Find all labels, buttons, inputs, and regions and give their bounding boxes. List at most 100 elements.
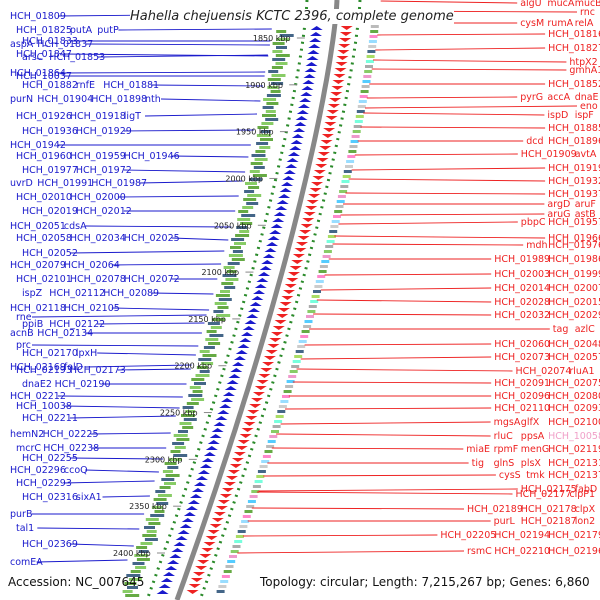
kbp-tick-label: 1900 kbp [245, 81, 283, 90]
plus-strand-gene [333, 74, 346, 78]
feature-block [209, 334, 224, 337]
feature-block [369, 35, 378, 38]
feature-block [254, 158, 268, 161]
connector-line [366, 96, 518, 99]
minus-strand-gene [195, 476, 208, 480]
plus-strand-gene [308, 194, 321, 198]
connector-line [123, 169, 246, 173]
left-gene-label: HCH_02193 [16, 365, 72, 376]
feature-block [263, 98, 277, 101]
right-gene-label: HCH_01885 [548, 123, 600, 134]
minus-strand-gene [301, 86, 314, 90]
connector-line [334, 235, 546, 239]
connector-line [284, 407, 492, 410]
feature-block [162, 470, 173, 473]
left-gene-label: HCH_10037 [16, 71, 72, 82]
right-gene-label: HCH_02015 [548, 297, 600, 308]
minus-strand-gene [173, 542, 186, 546]
right-gene-label: HCH_02060 [494, 339, 550, 350]
connector-line [85, 225, 232, 228]
feature-block [339, 190, 348, 193]
feature-block [266, 94, 281, 97]
feature-block [265, 110, 276, 113]
plus-strand-gene [283, 290, 296, 294]
minus-strand-gene [303, 74, 316, 78]
minus-strand-gene [293, 128, 306, 132]
connector-line [111, 307, 210, 311]
left-gene-label: HCH_01987 [91, 178, 147, 189]
feature-block [272, 425, 281, 428]
feature-block [251, 154, 266, 157]
feature-block [195, 374, 210, 377]
feature-block [214, 302, 227, 305]
feature-block [164, 462, 177, 465]
minus-strand-gene [286, 158, 299, 162]
feature-block [336, 200, 345, 203]
connector-line [363, 112, 545, 116]
feature-block [261, 460, 270, 463]
right-gene-label: HCH_01986 [548, 254, 600, 265]
plus-strand-gene [288, 272, 301, 276]
connector-line [251, 507, 465, 510]
right-gene-label: clpP1 [569, 489, 595, 500]
left-gene-label: HCH_01881 [103, 80, 159, 91]
minus-strand-gene [296, 110, 309, 114]
left-gene-label: HCH_01837 [37, 39, 93, 50]
minus-strand-gene [156, 590, 169, 594]
feature-block [288, 375, 297, 378]
right-gene-label: HCH_02091 [494, 378, 550, 389]
left-gene-label: HCH_01882 [22, 80, 78, 91]
feature-block [259, 146, 271, 149]
connector-line [85, 43, 270, 46]
plus-strand-gene [323, 128, 336, 132]
feature-block [333, 215, 341, 218]
plus-strand-gene [324, 122, 337, 126]
plus-strand-gene [262, 362, 275, 366]
plus-strand-gene [233, 452, 246, 456]
connector-line [90, 432, 171, 435]
feature-block [279, 34, 294, 37]
plus-strand-gene [303, 212, 316, 216]
plus-strand-gene [312, 176, 325, 180]
right-gene-label: HCH_02137 [548, 470, 600, 481]
left-gene-label: HCH_02293 [16, 478, 72, 489]
connector-line [85, 469, 159, 473]
feature-block [368, 45, 377, 48]
right-gene-label: htpX2 [569, 57, 597, 68]
feature-block [157, 494, 172, 497]
left-gene-label: ccoQ [64, 465, 88, 476]
feature-block [286, 380, 295, 383]
right-gene-label: HCH_01989 [494, 254, 550, 265]
right-gene-label: tag [553, 324, 569, 335]
feature-block [134, 554, 149, 557]
topology-text: Topology: circular; Length: 7,215,267 bp… [260, 575, 590, 589]
feature-block [165, 474, 180, 477]
feature-block [253, 166, 265, 169]
right-gene-label: ppsA [521, 431, 545, 442]
plus-strand-gene [302, 218, 315, 222]
connector-line [313, 313, 492, 316]
plus-strand-gene [269, 338, 282, 342]
left-gene-label: nth [145, 94, 161, 105]
plus-strand-gene [263, 356, 276, 360]
right-gene-label: HCH_02179 [548, 530, 600, 541]
minus-strand-gene [209, 434, 222, 438]
feature-block [256, 142, 269, 145]
feature-block [272, 50, 283, 53]
plus-strand-gene [329, 98, 342, 102]
right-gene-label: fabD [575, 484, 598, 495]
feature-block [240, 222, 253, 225]
right-gene-label: HCH_02080 [548, 391, 600, 402]
feature-block [144, 538, 158, 541]
feature-block [164, 482, 176, 485]
connector-line [300, 356, 492, 360]
feature-block [122, 590, 133, 593]
feature-block [366, 55, 375, 58]
left-gene-label: HCH_01929 [76, 126, 132, 137]
minus-strand-gene [183, 512, 196, 516]
minus-strand-gene [309, 32, 322, 36]
feature-block [311, 295, 320, 298]
plus-strand-gene [284, 284, 297, 288]
plus-strand-gene [271, 332, 284, 336]
feature-block [241, 214, 256, 217]
